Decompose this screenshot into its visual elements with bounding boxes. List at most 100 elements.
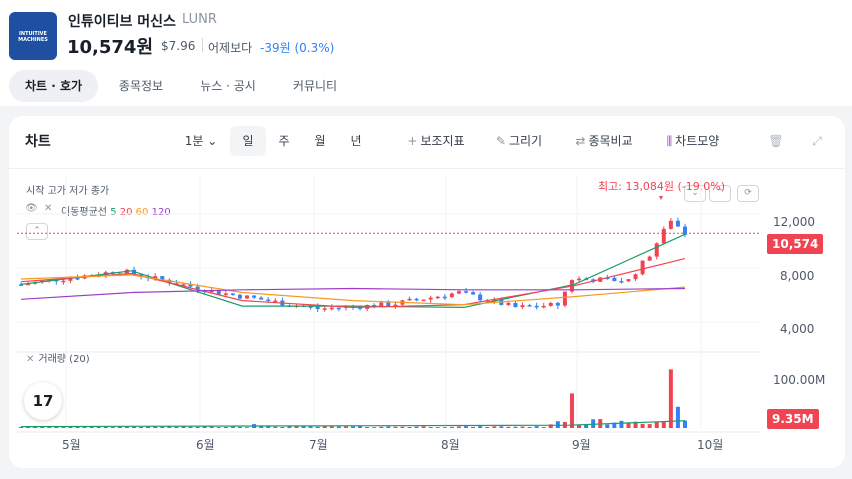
expand-icon[interactable]: ⤢ (812, 134, 822, 148)
volume-bar (96, 426, 101, 428)
tab-news[interactable]: 뉴스 · 공시 (200, 79, 256, 93)
company-logo: INTUITIVE MACHINES (9, 12, 57, 60)
candle-body (19, 284, 23, 286)
stock-price: 10,574원 (67, 37, 154, 58)
trash-icon[interactable]: 🗑 (768, 134, 784, 148)
candle-body (160, 276, 165, 280)
candle-body (478, 294, 483, 301)
swap-icon: ⇄ (575, 134, 586, 148)
volume-bar (626, 422, 631, 428)
chart-shape-button[interactable]: ⫼ 차트모양 (657, 126, 729, 156)
volume-bar (110, 427, 115, 428)
tab-chart[interactable]: 차트 · 호가 (9, 70, 98, 102)
candle-body (541, 305, 546, 308)
volume-bar (103, 426, 108, 428)
period-month[interactable]: 월 (314, 134, 326, 148)
chart-card: 차트 1분 ⌄ 일 주 월 년 + 보조지표 ✎ 그리기 ⇄ 종목비교 ⫼ 차트모양 🗑… (9, 116, 845, 468)
ma-legend: 이동평균선 5 20 60 120 (61, 203, 171, 218)
candle-body (252, 295, 257, 298)
candle-body (237, 294, 242, 299)
tab-info[interactable]: 종목정보 (118, 79, 164, 93)
x-tick-label: 10월 (697, 438, 724, 452)
y-tick-label: 8,000 (780, 269, 815, 283)
volume-bar (633, 421, 638, 428)
interval-dropdown[interactable]: 1분 ⌄ (181, 126, 221, 156)
eye-off-icon[interactable]: 👁 (25, 203, 38, 214)
candle-body (266, 299, 271, 302)
y-tick-label: 4,000 (780, 322, 815, 336)
scroll-up-button[interactable]: ⌃ (709, 185, 731, 202)
candle-body (506, 302, 511, 305)
volume-bar (661, 422, 666, 428)
close-icon[interactable]: ✕ (26, 354, 35, 365)
volume-legend: ✕ 거래량 (20) (26, 350, 90, 365)
volume-bar (456, 426, 461, 428)
period-year[interactable]: 년 (350, 134, 362, 148)
candle-body (386, 302, 391, 307)
candle-body (626, 279, 631, 282)
candle-body (548, 302, 553, 306)
collapse-legend-button[interactable]: ⌃ (26, 223, 48, 240)
candle-body (407, 298, 412, 301)
candle-body (577, 278, 582, 281)
candle-body (322, 308, 327, 310)
candle-body (647, 256, 652, 261)
plus-icon: + (407, 134, 418, 148)
volume-bar (414, 426, 419, 428)
volume-bar (174, 426, 179, 428)
volume-bar (365, 426, 370, 428)
period-day[interactable]: 일 (230, 126, 266, 156)
volume-bar (449, 426, 454, 428)
logo-text: INTUITIVE MACHINES (18, 31, 48, 43)
reset-view-button[interactable]: ⟳ (737, 185, 759, 202)
volume-bar (506, 426, 511, 428)
candle-body (308, 306, 313, 308)
volume-bar (442, 427, 447, 428)
close-icon[interactable]: ✕ (44, 203, 53, 214)
volume-bar (421, 426, 426, 428)
volume-bar (647, 424, 652, 428)
compare-label: 종목비교 (588, 134, 633, 148)
candle-body (223, 293, 228, 295)
tab-community[interactable]: 커뮤니티 (292, 79, 338, 93)
candle-body (167, 279, 172, 284)
indicator-button[interactable]: + 보조지표 (399, 126, 473, 156)
chevron-up-icon: ⌃ (33, 226, 41, 236)
volume-bar (464, 426, 469, 428)
volume-bar (541, 427, 546, 428)
volume-bar (683, 420, 687, 428)
candle-body (612, 277, 617, 282)
volume-bar (209, 426, 214, 428)
volume-bar (591, 419, 596, 428)
volume-bar (89, 426, 94, 428)
volume-bar (485, 426, 490, 428)
volume-bar (294, 426, 299, 428)
x-tick-label: 7월 (309, 438, 328, 452)
x-tick-label: 5월 (62, 438, 81, 452)
volume-bar (259, 426, 264, 428)
period-week[interactable]: 주 (278, 134, 290, 148)
candle-body (188, 284, 193, 287)
prev-label: 어제보다 (208, 41, 253, 55)
candle-body (654, 243, 659, 257)
volume-bar (280, 427, 285, 428)
ma60-label: 60 (135, 207, 149, 218)
candle-body (245, 295, 250, 299)
volume-bar (393, 426, 398, 428)
ma-line-20 (20, 258, 686, 309)
volume-bar (435, 427, 440, 428)
volume-bar (273, 426, 278, 428)
volume-bar (343, 426, 348, 428)
volume-bar (68, 426, 73, 428)
price-chart[interactable] (9, 116, 845, 468)
draw-button[interactable]: ✎ 그리기 (487, 126, 551, 156)
compare-button[interactable]: ⇄ 종목비교 (565, 126, 643, 156)
volume-bar (188, 426, 193, 428)
volume-bar (386, 426, 391, 428)
volume-bar (329, 426, 334, 428)
tradingview-logo[interactable]: 17 (24, 382, 62, 420)
candle-body (464, 291, 469, 293)
price-change: -39원 (0.3%) (260, 41, 335, 55)
candle-body (471, 292, 476, 295)
high-marker (659, 196, 663, 200)
